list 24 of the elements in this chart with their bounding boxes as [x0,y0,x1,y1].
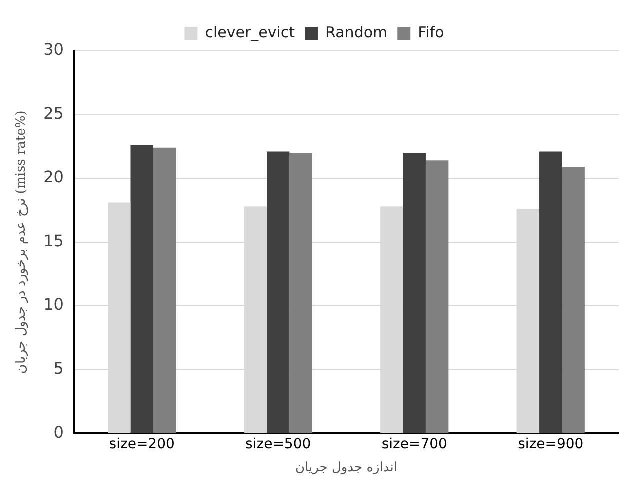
bar [540,152,562,434]
y-axis-title: نرخ عدم برخورد در جدول جریان (miss rate%) [14,110,30,374]
bar [562,167,585,434]
y-tick-label: 15 [44,231,64,250]
bar [426,160,449,434]
bar [403,153,426,434]
legend-label: clever_evict [205,23,296,42]
y-tick-label: 10 [44,295,64,314]
bar [153,148,176,434]
x-tick-label: size=200 [109,436,175,453]
bar [266,152,290,434]
y-tick-label: 0 [54,422,64,442]
y-tick-label: 30 [44,40,64,60]
bar [290,153,312,434]
x-tick-label: size=700 [382,436,448,453]
legend-label: Random [326,23,388,42]
bar [130,145,154,434]
x-tick-label: size=500 [246,436,312,453]
x-axis-title: اندازه جدول جریان [296,460,398,476]
y-tick-label: 25 [44,104,64,123]
legend-label: Fifo [418,23,444,42]
y-tick-label: 5 [54,358,64,378]
x-tick-label: size=900 [518,436,584,453]
y-tick-label: 20 [44,168,64,187]
